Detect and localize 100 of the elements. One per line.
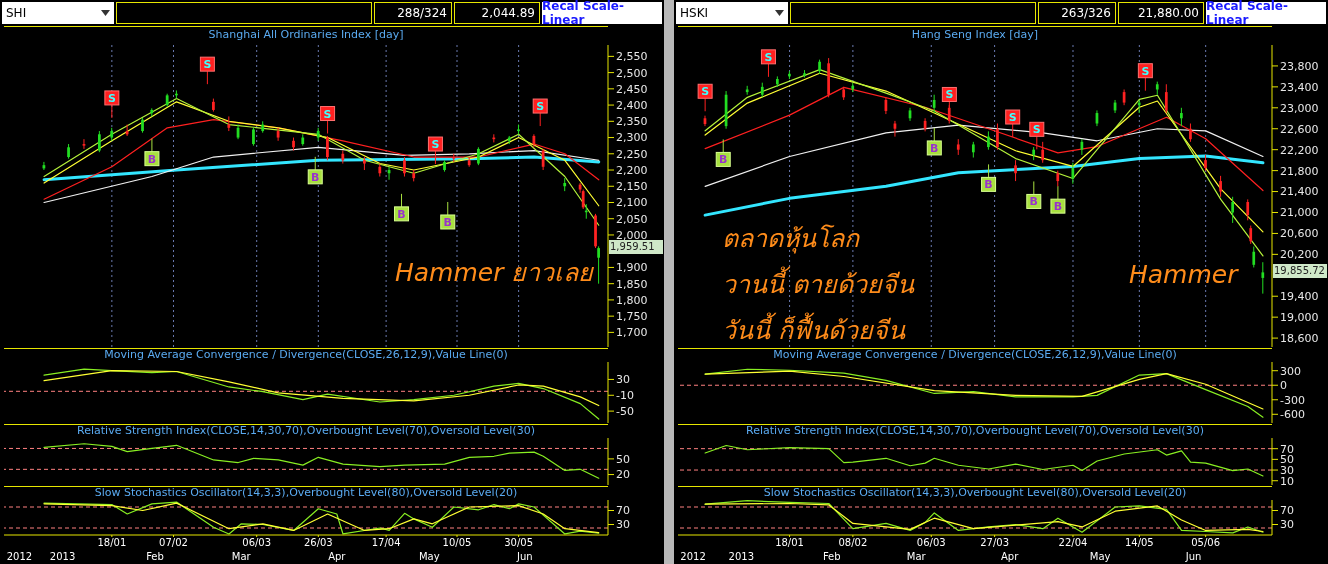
x2-tick-label: Mar [906, 551, 926, 562]
x2-tick-label: May [1089, 551, 1111, 562]
annotation: B [147, 152, 157, 166]
y-tick-label: 2,450 [616, 82, 648, 96]
text: 21,880.00 [1118, 2, 1204, 24]
annotation: S [536, 100, 545, 114]
y-tick-label: 19,000 [1280, 311, 1319, 325]
x-tick-label: 18/01 [97, 537, 127, 549]
x-tick-label: 18/01 [775, 537, 804, 549]
text: 288/324 [374, 2, 452, 24]
x2-tick-label: Apr [1001, 551, 1019, 562]
y-tick-label: 1,700 [616, 326, 648, 340]
y-tick-label: -300 [1280, 393, 1305, 407]
y-tick-label: 19,400 [1280, 290, 1319, 304]
y-tick-label: -50 [616, 405, 634, 419]
y-tick-label: 50 [616, 452, 630, 466]
x2-tick-label: 2013 [49, 551, 76, 562]
y-tick-label: 30 [616, 373, 630, 387]
annotation: S [1032, 123, 1041, 137]
annotation: S [1008, 111, 1017, 125]
y-tick-label: 2,150 [616, 180, 648, 194]
annotation: B [930, 141, 939, 155]
y-tick-label: 2,550 [616, 50, 648, 64]
y-tick-label: 300 [1280, 364, 1301, 378]
y-tick-label: 22,200 [1280, 143, 1319, 157]
x-tick-label: 08/02 [838, 537, 868, 549]
x2-tick-label: Jun [1185, 551, 1202, 562]
annotation: B [311, 170, 320, 184]
y-tick-label: 1,900 [616, 261, 648, 275]
y-tick-label: 20,600 [1280, 227, 1319, 241]
y-tick-label: 23,800 [1280, 59, 1319, 73]
x-tick-label: 06/03 [242, 537, 272, 549]
y-tick-label: 2,050 [616, 212, 648, 226]
y-tick-label: 18,600 [1280, 332, 1319, 346]
y-tick-label: 70 [1280, 442, 1294, 456]
text: HSKI [680, 6, 709, 20]
y-tick-label: 2,100 [616, 196, 648, 210]
chart-title: Relative Strength Index(CLOSE,14,30,70),Overbought Level(70),Oversold Level(30) [76, 424, 536, 437]
text: Recal Scale-Linear [1206, 0, 1326, 27]
chart-title: Moving Average Convergence / Divergence(CLOSE,26,12,9),Value Line(0) [772, 348, 1178, 361]
x-tick-label: 26/03 [303, 537, 333, 549]
y-tick-label: 2,400 [616, 98, 648, 112]
x-tick-label: 10/05 [442, 537, 472, 549]
y-tick-label: 20 [616, 468, 630, 482]
y-tick-label: 22,600 [1280, 122, 1319, 136]
y-tick-label: 2,200 [616, 163, 648, 177]
x2-tick-label: 2012 [6, 551, 33, 562]
annotation: S [1141, 64, 1150, 78]
text: Recal Scale-Linear [542, 0, 662, 27]
text: 2,044.89 [454, 2, 540, 24]
annotation: Hammer [1129, 260, 1238, 289]
y-tick-label: 20,200 [1280, 248, 1319, 262]
y-tick-label: 2,000 [616, 228, 648, 242]
annotation: S [945, 88, 954, 102]
y-tick-label: 2,250 [616, 147, 648, 161]
y-tick-label: 1,800 [616, 293, 648, 307]
y-tick-label: 21,400 [1280, 185, 1319, 199]
y-tick-label: 1,850 [616, 277, 648, 291]
annotation: B [397, 207, 406, 221]
x-tick-label: 07/02 [159, 537, 188, 549]
x-tick-label: 06/03 [916, 537, 946, 549]
y-tick-label: 23,000 [1280, 101, 1319, 115]
y-tick-label: 21,800 [1280, 164, 1319, 178]
annotation: B [1029, 195, 1038, 209]
text: 263/326 [1038, 2, 1116, 24]
chart-title: Hang Seng Index [day] [910, 28, 1040, 41]
annotation: S [701, 85, 710, 99]
annotation: S [323, 107, 332, 121]
x-tick-label: 17/04 [371, 537, 401, 549]
x2-tick-label: 2013 [728, 551, 755, 562]
annotation: B [443, 215, 452, 229]
y-tick-label: 30 [616, 518, 630, 532]
x-tick-label: 30/05 [504, 537, 534, 549]
x2-tick-label: Mar [231, 551, 251, 562]
chart-title: Slow Stochastics Oscillator(14,3,3),Overbought Level(80),Oversold Level(20) [93, 486, 519, 499]
y-tick-label: 1,750 [616, 310, 648, 324]
annotation: S [431, 138, 440, 152]
y-tick-label: 2,300 [616, 131, 648, 145]
x-tick-label: 14/05 [1124, 537, 1154, 549]
annotation: B [1053, 200, 1063, 214]
annotation: S [764, 50, 773, 64]
x-tick-label: 22/04 [1058, 537, 1088, 549]
y-tick-label: 10 [1280, 474, 1294, 488]
x2-tick-label: Apr [328, 551, 346, 562]
y-tick-label: -10 [616, 389, 634, 403]
y-tick-label: 70 [616, 504, 630, 518]
x2-tick-label: May [418, 551, 440, 562]
chart-title: Moving Average Convergence / Divergence(CLOSE,26,12,9),Value Line(0) [103, 348, 509, 361]
annotation: B [719, 153, 728, 167]
text: 1,959.51 [609, 240, 663, 254]
x-tick-label: 05/06 [1191, 537, 1221, 549]
annotation: S [107, 91, 116, 105]
x2-tick-label: Jun [516, 551, 533, 562]
chart-title: Relative Strength Index(CLOSE,14,30,70),Overbought Level(70),Oversold Level(30) [745, 424, 1205, 437]
y-tick-label: -600 [1280, 408, 1305, 422]
x2-tick-label: Feb [822, 551, 841, 562]
annotation: B [984, 178, 993, 192]
annotation: วานนี้ ตายด้วยจีน [722, 265, 914, 301]
x2-tick-label: 2012 [680, 551, 706, 562]
y-tick-label: 2,350 [616, 115, 648, 129]
